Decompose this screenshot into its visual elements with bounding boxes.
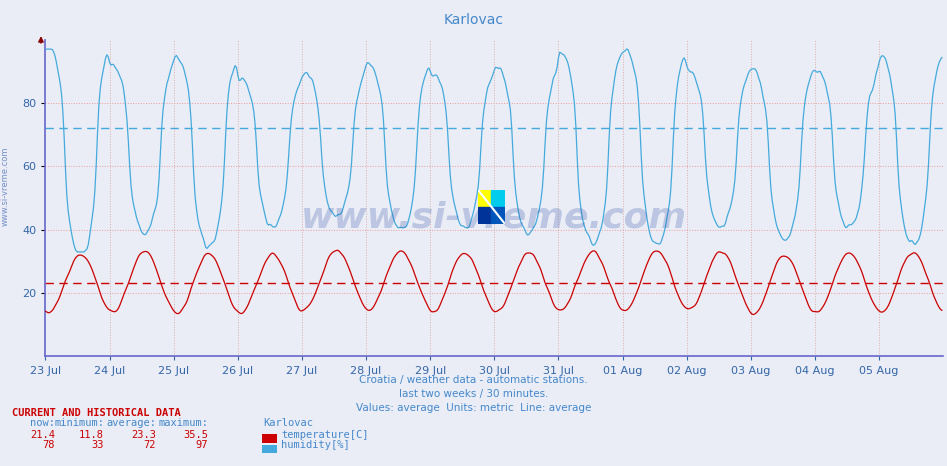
Text: www.si-vreme.com: www.si-vreme.com (301, 200, 688, 234)
Text: 21.4: 21.4 (30, 430, 55, 440)
Text: maximum:: maximum: (158, 418, 208, 428)
Text: 33: 33 (92, 440, 104, 450)
Text: now:: now: (30, 418, 55, 428)
Text: average:: average: (106, 418, 156, 428)
Text: humidity[%]: humidity[%] (281, 440, 350, 450)
Text: last two weeks / 30 minutes.: last two weeks / 30 minutes. (399, 389, 548, 399)
Bar (491, 207, 505, 224)
Bar (478, 190, 491, 207)
Text: 97: 97 (196, 440, 208, 450)
Text: CURRENT AND HISTORICAL DATA: CURRENT AND HISTORICAL DATA (12, 408, 181, 418)
Text: www.si-vreme.com: www.si-vreme.com (0, 147, 9, 226)
Text: 78: 78 (43, 440, 55, 450)
Text: 35.5: 35.5 (184, 430, 208, 440)
Text: Karlovac: Karlovac (263, 418, 313, 428)
Text: Karlovac: Karlovac (443, 13, 504, 27)
Text: 23.3: 23.3 (132, 430, 156, 440)
Text: 72: 72 (144, 440, 156, 450)
Text: Croatia / weather data - automatic stations.: Croatia / weather data - automatic stati… (359, 375, 588, 385)
Text: 11.8: 11.8 (80, 430, 104, 440)
Bar (491, 190, 505, 207)
Bar (478, 207, 491, 224)
Text: temperature[C]: temperature[C] (281, 430, 368, 440)
Text: minimum:: minimum: (54, 418, 104, 428)
Text: Values: average  Units: metric  Line: average: Values: average Units: metric Line: aver… (356, 403, 591, 413)
